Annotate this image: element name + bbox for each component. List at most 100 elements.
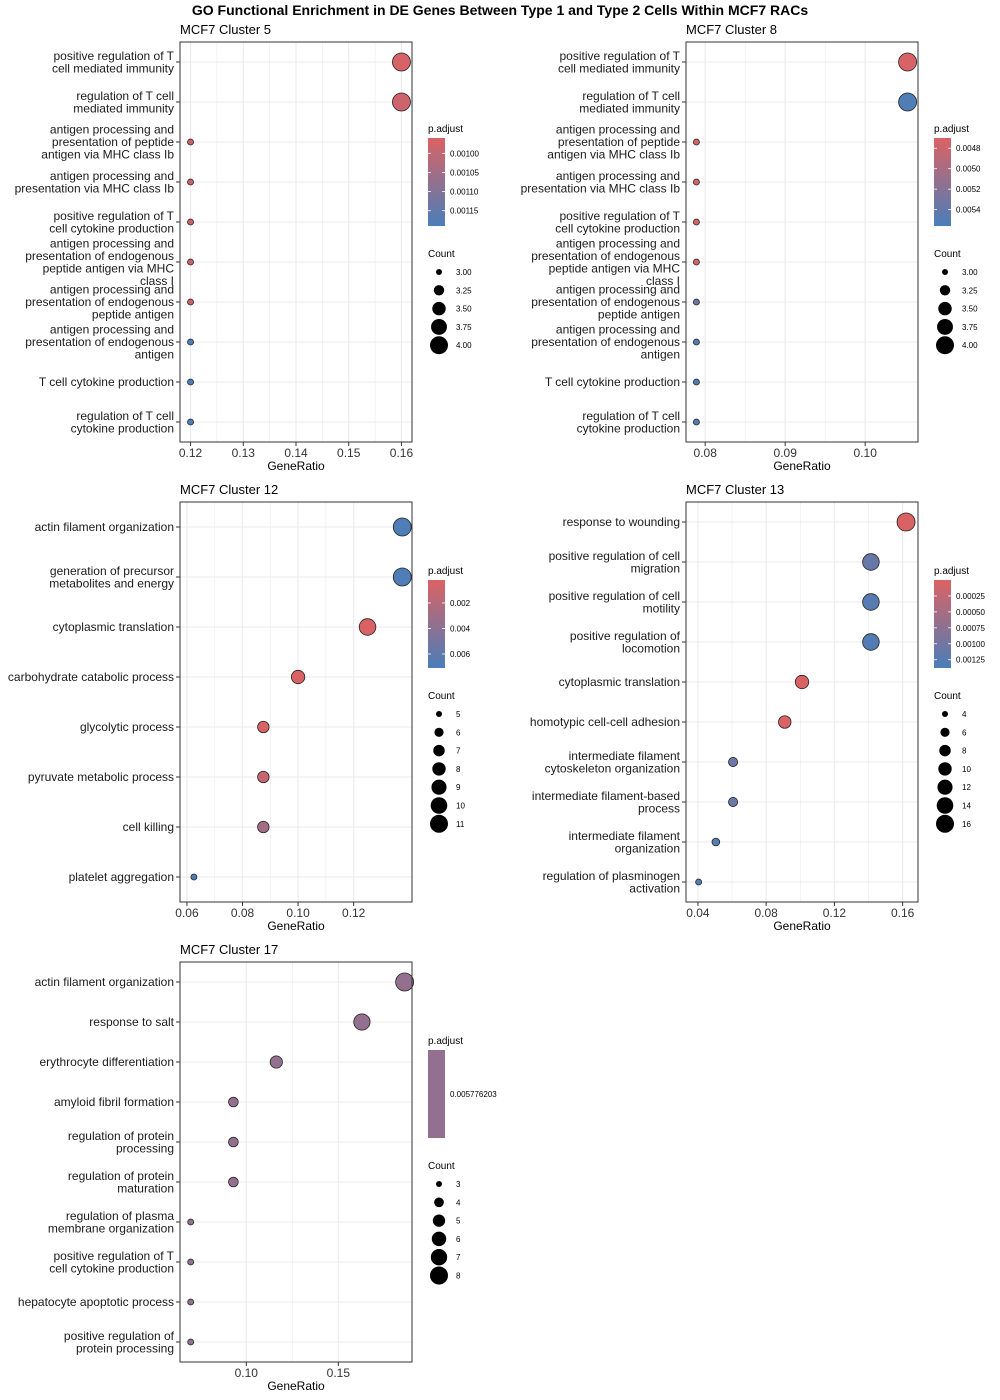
term-label: glycolytic process <box>80 720 174 734</box>
data-point <box>187 298 194 306</box>
color-legend-label: 0.0048 <box>956 144 981 153</box>
data-point <box>392 517 412 537</box>
term-label-line: protein processing <box>76 1341 174 1355</box>
term-label-line: regulation of T cell <box>582 89 680 103</box>
color-legend-title: p.adjust <box>428 1036 463 1047</box>
panel-border <box>179 961 413 1363</box>
term-label-line: peptide antigen via MHC <box>43 261 175 275</box>
size-legend-key <box>430 336 448 355</box>
term-label-line: antigen processing and <box>50 323 174 337</box>
x-tick-label: 0.09 <box>774 446 798 460</box>
term-label: antigen processing and presentation via M… <box>15 169 175 196</box>
size-legend-key <box>431 779 447 795</box>
term-label: response to wounding <box>563 515 680 529</box>
term-label-line: response to wounding <box>563 515 680 529</box>
term-label-line: actin filament organization <box>35 975 174 989</box>
term-label-line: metabolites and energy <box>49 576 174 590</box>
data-point <box>187 1338 195 1346</box>
size-legend-label: 11 <box>456 820 465 829</box>
x-axis-label: GeneRatio <box>773 459 831 473</box>
term-label-line: antigen processing and <box>556 123 680 137</box>
color-legend-label: 0.0052 <box>956 185 981 194</box>
term-label-line: intermediate filament <box>569 749 681 763</box>
panel-3: MCF7 Cluster 12 0.06 0.08 0.10 0.12 actin fil… <box>8 482 471 933</box>
panel-1: MCF7 Cluster 5 0.12 0.13 0.14 0.15 0.16 positi… <box>15 22 480 473</box>
panel-border <box>685 41 919 443</box>
size-legend-label: 3 <box>456 1180 461 1189</box>
figure-title: GO Functional Enrichment in DE Genes Bet… <box>191 2 809 18</box>
term-label-line: carbohydrate catabolic process <box>8 670 174 684</box>
term-label-line: antigen via MHC class Ib <box>547 148 680 162</box>
panel-border <box>179 501 413 903</box>
term-label-line: cytoplasmic translation <box>53 620 174 634</box>
data-point <box>862 593 880 611</box>
size-legend-key <box>430 814 448 833</box>
data-point <box>693 378 700 386</box>
term-label-line: peptide antigen <box>92 308 174 322</box>
term-label-line: membrane organization <box>48 1221 174 1235</box>
size-legend-label: 3.25 <box>962 286 978 295</box>
term-label-line: presentation of peptide <box>52 135 174 149</box>
term-label: antigen processing and presentation of en… <box>531 236 680 288</box>
color-legend-title: p.adjust <box>428 566 463 577</box>
x-tick-label: 0.12 <box>823 906 847 920</box>
data-point <box>898 52 917 72</box>
size-legend-key <box>432 1214 446 1227</box>
size-legend-label: 5 <box>456 1217 461 1226</box>
term-label-line: regulation of T cell <box>76 409 174 423</box>
panel-title: MCF7 Cluster 13 <box>686 482 784 497</box>
data-point <box>392 52 411 72</box>
x-tick-label: 0.10 <box>235 1366 259 1380</box>
term-label-line: presentation of endogenous <box>531 249 680 263</box>
panel-title: MCF7 Cluster 17 <box>180 942 278 957</box>
panel-title: MCF7 Cluster 5 <box>180 22 271 37</box>
term-label: intermediate filament cytoskeleton organi… <box>545 749 681 776</box>
term-label-line: cytokine production <box>577 421 680 435</box>
term-label-line: antigen processing and <box>50 283 174 297</box>
term-label: antigen processing and presentation of en… <box>531 323 680 362</box>
term-label-line: presentation of endogenous <box>25 335 174 349</box>
term-label-line: presentation of peptide <box>558 135 680 149</box>
color-legend-label: 0.00115 <box>450 207 479 216</box>
term-label: T cell cytokine production <box>39 375 174 389</box>
size-legend-key <box>940 727 950 737</box>
x-axis-label: GeneRatio <box>267 459 325 473</box>
term-label-line: antigen processing and <box>556 283 680 297</box>
data-point <box>395 972 415 992</box>
size-legend-key <box>937 318 953 335</box>
term-label-line: positive regulation of T <box>53 209 174 223</box>
color-legend-label: 0.00075 <box>956 624 985 633</box>
x-tick-label: 0.15 <box>337 446 361 460</box>
size-legend-label: 10 <box>962 765 971 774</box>
size-legend-key <box>431 1231 447 1247</box>
term-label-line: cytoplasmic translation <box>559 675 680 689</box>
size-legend-key <box>942 711 948 717</box>
x-tick-label: 0.08 <box>754 906 778 920</box>
data-point <box>187 138 194 146</box>
term-label-line: homotypic cell-cell adhesion <box>530 715 680 729</box>
term-label: positive regulation of cell migration <box>549 549 680 576</box>
size-legend-label: 4.00 <box>456 341 472 350</box>
term-label: response to salt <box>89 1015 174 1029</box>
color-legend-label: 0.00100 <box>956 640 985 649</box>
term-label-line: presentation of endogenous <box>531 335 680 349</box>
term-label: positive regulation of protein processing <box>64 1329 175 1356</box>
term-label: actin filament organization <box>35 975 174 989</box>
size-legend-label: 3.50 <box>456 305 472 314</box>
size-legend-key <box>431 318 447 335</box>
term-label-line: presentation of endogenous <box>25 295 174 309</box>
size-legend-key <box>939 744 951 757</box>
color-legend-label: 0.00050 <box>956 608 985 617</box>
term-label-line: positive regulation of T <box>559 209 680 223</box>
term-label: positive regulation of cell motility <box>549 589 680 616</box>
size-legend-title: Count <box>428 249 455 260</box>
term-label-line: cell killing <box>123 820 174 834</box>
size-legend-label: 12 <box>962 783 971 792</box>
term-label-line: actin filament organization <box>35 520 174 534</box>
size-legend-label: 14 <box>962 802 971 811</box>
data-point <box>257 720 270 734</box>
x-tick-label: 0.10 <box>854 446 878 460</box>
color-legend-label: 0.006 <box>450 650 471 659</box>
